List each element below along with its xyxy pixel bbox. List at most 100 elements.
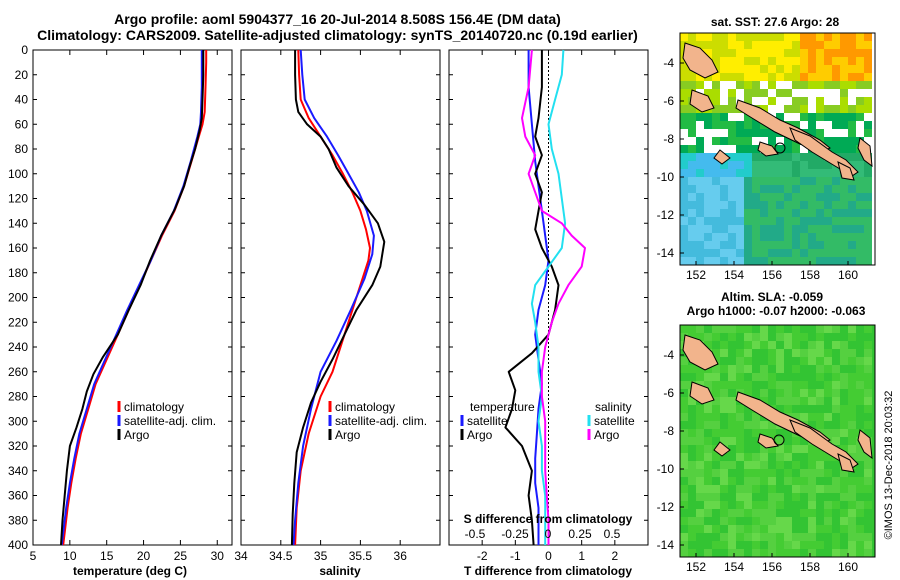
sla-cell [768,469,776,477]
sla-cell [728,437,736,445]
sla-cell [824,517,832,525]
sst-cell [712,241,720,249]
sla-cell [792,493,800,501]
sst-cell [736,201,744,209]
sst-cell [712,73,720,81]
sla-cell [856,389,864,397]
sst-cell [776,113,784,121]
sst-cell [824,33,832,41]
sst-cell [864,193,872,201]
sla-cell [800,437,808,445]
sla-cell [688,469,696,477]
sst-cell [824,57,832,65]
sla-cell [744,501,752,509]
sst-cell [768,241,776,249]
sst-cell [832,201,840,209]
sla-cell [704,453,712,461]
legend-label-s-satellite: satellite [594,414,635,428]
sst-cell [728,153,736,161]
sst-cell [816,65,824,73]
sla-cell [680,469,688,477]
sla-cell [808,453,816,461]
sla-cell [808,541,816,549]
legend-label-argo: Argo [124,428,150,442]
sla-cell [840,421,848,429]
sst-cell [840,145,848,153]
sla-cell [744,421,752,429]
sla-cell [816,405,824,413]
sla-cell [776,469,784,477]
sst-cell [864,225,872,233]
sla-cell [856,381,864,389]
sst-cell [680,257,688,265]
sla-cell [864,365,872,373]
sst-cell [776,161,784,169]
sla-cell [696,421,704,429]
sst-cell [816,129,824,137]
sst-cell [848,193,856,201]
sst-cell [680,33,688,41]
sla-cell [752,541,760,549]
x-tick-label: 30 [211,549,225,563]
sla-cell [848,333,856,341]
sst-cell [800,73,808,81]
sla-cell [808,397,816,405]
sla-cell [720,357,728,365]
sla-cell [728,445,736,453]
sla-cell [856,349,864,357]
sla-cell [808,533,816,541]
sst-cell [744,153,752,161]
sst-cell [696,145,704,153]
sst-cell [776,257,784,265]
sla-cell [752,477,760,485]
sla-cell [848,325,856,333]
sst-cell [728,257,736,265]
sst-cell [816,249,824,257]
sla-cell [848,501,856,509]
salinity-xlabel: salinity [319,564,361,578]
sla-cell [800,381,808,389]
sla-cell [776,445,784,453]
x-tick-label: 0 [545,549,552,563]
sla-cell [800,445,808,453]
sla-cell [696,477,704,485]
sst-cell [768,209,776,217]
sla-cell [768,365,776,373]
sla-cell [744,413,752,421]
sst-cell [728,97,736,105]
sst-cell [848,209,856,217]
sla-cell [832,349,840,357]
sla-cell [736,325,744,333]
sst-cell [696,177,704,185]
lat-tick-label: -12 [657,208,675,222]
sst-cell [688,241,696,249]
sla-cell [824,365,832,373]
sst-cell [720,169,728,177]
sla-cell [744,525,752,533]
sla-cell [736,341,744,349]
sla-cell [776,349,784,357]
island [757,141,779,157]
sst-cell [744,241,752,249]
sla-cell [792,349,800,357]
sla-cell [680,325,688,333]
sla-cell [736,365,744,373]
sla-cell [784,485,792,493]
depth-tick-label: 160 [8,241,28,255]
sst-lat-ticks: -4 -6 -8 -10 -12 -14 [657,56,684,260]
sst-cell [792,145,800,153]
sst-cell [752,73,760,81]
sst-cell [680,241,688,249]
sla-cell [688,413,696,421]
sla-cell [784,349,792,357]
sst-cell [760,201,768,209]
sst-cell [816,233,824,241]
sla-cell [808,413,816,421]
sst-cell [704,233,712,241]
sst-cell [736,209,744,217]
sst-cell [728,241,736,249]
sla-cell [784,517,792,525]
sla-cell [680,533,688,541]
sla-cell [688,485,696,493]
sst-cell [712,137,720,145]
